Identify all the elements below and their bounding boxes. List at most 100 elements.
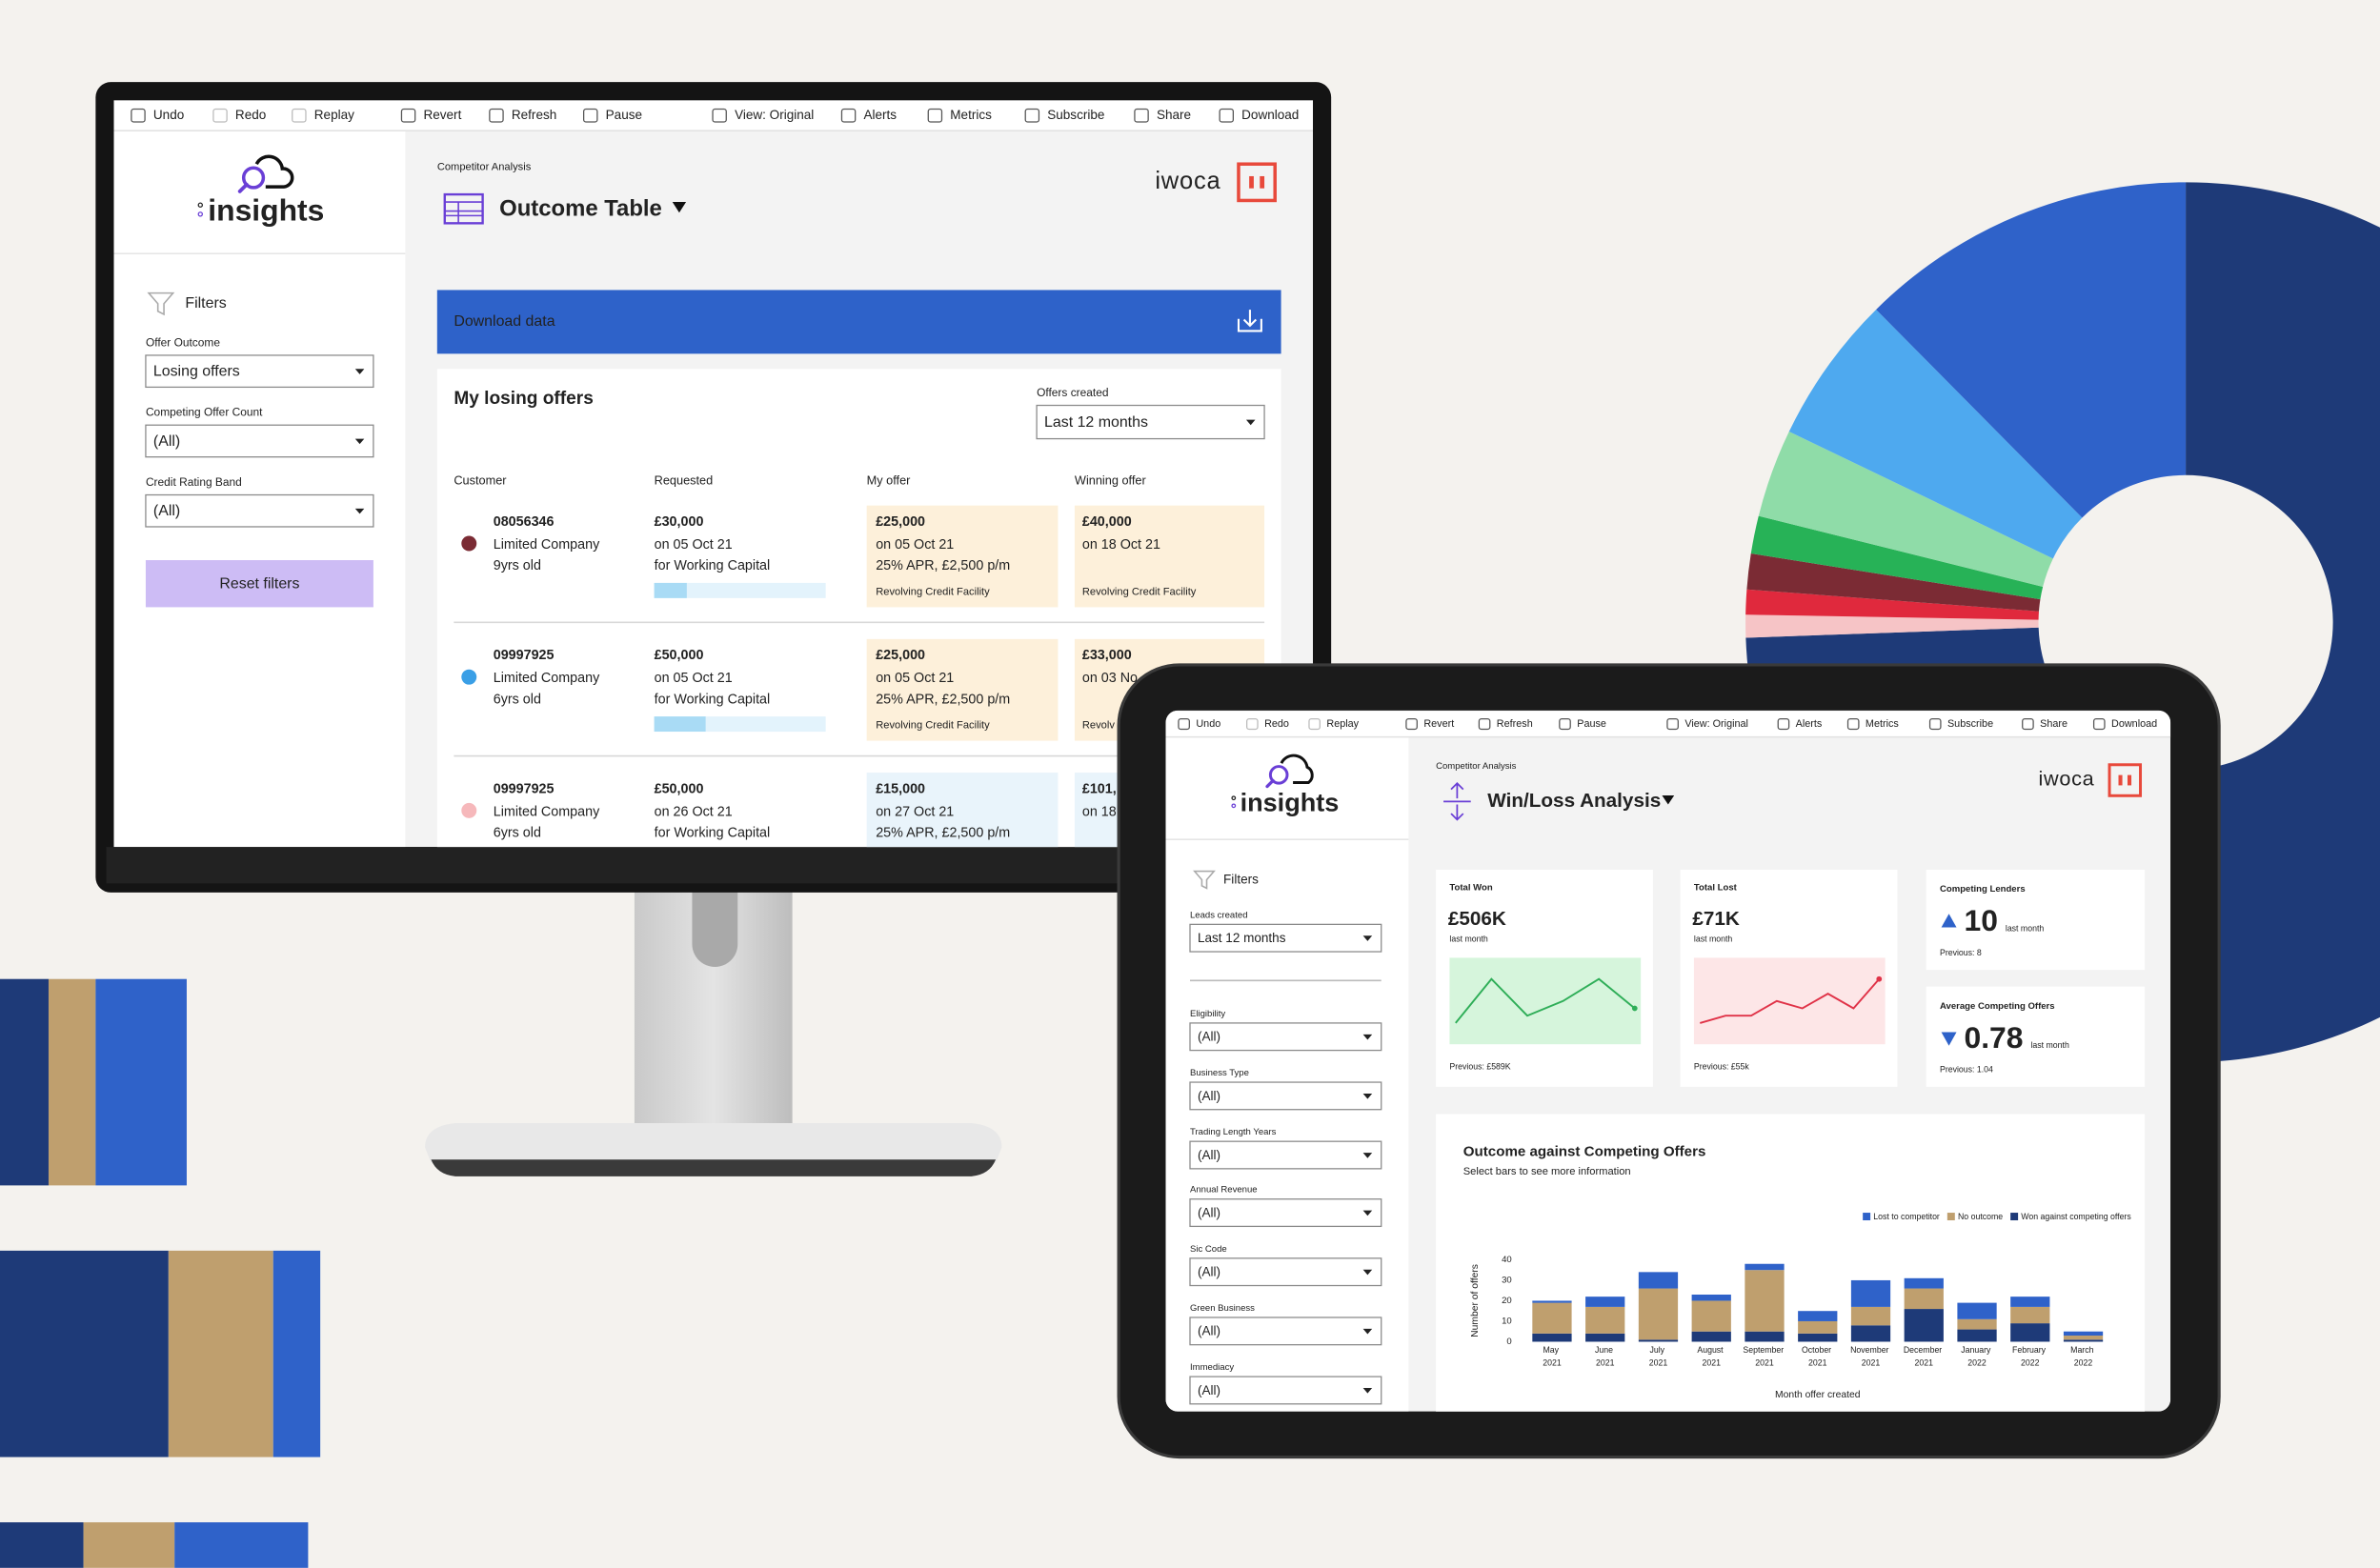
bar-segment[interactable] [1798,1311,1838,1321]
toolbar-button[interactable]: Revert [423,108,461,122]
x-tick-label: July 2021 [1649,1345,1668,1368]
toolbar-icon [1478,718,1491,731]
toolbar-button[interactable]: Alerts [863,108,897,122]
toolbar-button[interactable]: Refresh [1497,718,1533,730]
bar-segment[interactable] [1850,1306,1891,1326]
toolbar-button[interactable]: Metrics [950,108,992,122]
toolbar-button[interactable]: Pause [606,108,642,122]
toolbar-button[interactable]: Alerts [1796,718,1823,730]
page-title[interactable]: Outcome Table [499,195,662,221]
bar-segment[interactable] [1638,1339,1679,1342]
customer-text: Limited Company [494,537,600,553]
reset-button[interactable] [145,560,373,608]
toolbar-button[interactable]: Redo [1264,718,1289,730]
chart-title: Outcome against Competing Offers [1463,1143,1706,1159]
bar-segment[interactable] [1745,1270,1785,1332]
bar-segment[interactable] [2010,1323,2050,1342]
toolbar-button[interactable]: Pause [1577,718,1606,730]
download-bar[interactable] [436,290,1281,354]
toolbar-button[interactable]: Subscribe [1947,718,1993,730]
bar-segment[interactable] [1691,1300,1731,1332]
toolbar-button[interactable]: Share [2040,718,2067,730]
bar-segment[interactable] [1691,1331,1731,1342]
dropdown[interactable] [1189,1081,1382,1111]
bar-segment[interactable] [1745,1331,1785,1342]
title-arrow [1662,794,1675,805]
bar-segment[interactable] [1957,1318,1997,1330]
dropdown[interactable] [1189,1257,1382,1287]
bar-segment[interactable] [1957,1329,1997,1342]
bar-segment[interactable] [1638,1288,1679,1340]
bar-segment[interactable] [1585,1333,1625,1342]
bar-segment[interactable] [1745,1263,1785,1271]
toolbar-icon [292,108,307,123]
toolbar-button[interactable]: Replay [314,108,354,122]
sparkline-end [1876,975,1883,982]
toolbar-icon [840,108,857,123]
dropdown[interactable] [1189,1140,1382,1170]
bar-segment[interactable] [1798,1333,1838,1342]
toolbar-button[interactable]: Download [2111,718,2157,730]
toolbar-button[interactable]: Metrics [1866,718,1899,730]
dropdown[interactable] [145,424,374,458]
toolbar-button[interactable]: Share [1157,108,1191,122]
kpi-title: Average Competing Offers [1940,1001,2055,1012]
dropdown[interactable] [1189,923,1382,953]
dropdown[interactable] [1189,1376,1382,1405]
toolbar-icon [1928,718,1942,731]
toolbar-button[interactable]: Refresh [512,108,556,122]
customer-dot [461,535,477,552]
dropdown[interactable] [145,354,374,389]
bar-segment[interactable] [1850,1279,1891,1307]
dropdown[interactable] [1189,1198,1382,1228]
bar-segment[interactable] [1850,1325,1891,1342]
dropdown-value: (All) [1198,1265,1220,1279]
dropdown-value: Last 12 months [1198,931,1286,945]
toolbar-button[interactable]: Undo [1196,718,1220,730]
toolbar-button[interactable]: Undo [153,108,184,122]
dropdown[interactable] [1189,1317,1382,1346]
requested-text: on 05 Oct 21 [655,537,733,553]
legend-label[interactable]: No outcome [1958,1212,2003,1221]
bar-segment[interactable] [1691,1295,1731,1301]
bar-segment[interactable] [2063,1336,2104,1340]
bar-segment[interactable] [1532,1333,1572,1342]
bar-segment[interactable] [1585,1297,1625,1307]
toolbar-button[interactable]: Redo [235,108,266,122]
y-tick-label: 10 [1502,1316,1512,1326]
bar-segment[interactable] [2063,1331,2104,1337]
toolbar-icon [1666,718,1679,731]
dropdown[interactable] [1036,404,1265,440]
bar-segment[interactable] [1904,1277,1944,1289]
bar-segment[interactable] [1798,1320,1838,1334]
bar-segment[interactable] [1904,1288,1944,1310]
dropdown[interactable] [145,493,374,528]
toolbar-button[interactable]: Revert [1423,718,1454,730]
toolbar-icon [2022,718,2034,731]
partner-logo: iwoca [2039,767,2095,791]
dropdown[interactable] [1189,1022,1382,1052]
bar-segment[interactable] [1904,1309,1944,1342]
winning-offer-text: Revolving Credit Facility [1082,586,1197,597]
toolbar-button[interactable]: Replay [1326,718,1359,730]
page-title[interactable]: Win/Loss Analysis [1487,790,1661,812]
bar-segment[interactable] [1638,1272,1679,1289]
toolbar-button[interactable]: View: Original [735,108,814,122]
requested-text: on 05 Oct 21 [655,671,733,686]
bar-segment[interactable] [2010,1306,2050,1324]
toolbar-button[interactable]: Download [1241,108,1299,122]
bar-segment[interactable] [1532,1302,1572,1334]
legend-label[interactable]: Won against competing offers [2021,1212,2131,1221]
filter-label: Leads created [1190,910,1248,920]
bar-segment[interactable] [1585,1306,1625,1334]
bar-segment[interactable] [1532,1300,1572,1303]
brand-logo: insights [1240,788,1340,817]
bar-segment[interactable] [2063,1339,2104,1342]
toolbar-button[interactable]: Subscribe [1047,108,1104,122]
toolbar-button[interactable]: View: Original [1684,718,1748,730]
kpi-value: £506K [1448,908,1506,930]
legend-label[interactable]: Lost to competitor [1873,1212,1940,1221]
bar-segment[interactable] [2010,1297,2050,1307]
bar-segment[interactable] [1957,1302,1997,1319]
